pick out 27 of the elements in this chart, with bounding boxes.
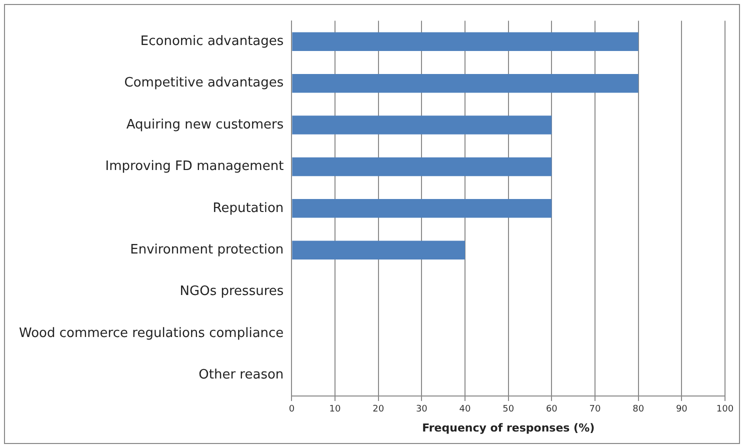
x-tick-label: 90	[676, 404, 688, 415]
y-tick-label: Other reason	[198, 368, 284, 383]
bar	[292, 74, 638, 93]
y-tick-label: NGOs pressures	[180, 284, 284, 300]
x-tick-label: 70	[589, 404, 601, 415]
x-tick-label: 60	[546, 404, 558, 415]
bar	[292, 157, 552, 176]
y-tick-label: Wood commerce regulations compliance	[19, 326, 284, 341]
x-tick-label: 80	[632, 404, 644, 415]
bar	[292, 32, 638, 52]
y-tick-label: Environment protection	[130, 242, 284, 258]
bar	[292, 199, 552, 218]
y-tick-label: Aquiring new customers	[126, 117, 284, 132]
x-tick-label: 20	[372, 404, 384, 415]
x-tick-label: 30	[416, 404, 428, 415]
x-tick-label: 100	[716, 404, 734, 415]
bar	[292, 240, 466, 260]
x-tick-label: 50	[502, 404, 514, 415]
x-axis-title: Frequency of responses (%)	[422, 421, 595, 434]
y-tick-label: Improving FD management	[105, 159, 284, 174]
y-tick-label: Reputation	[212, 200, 284, 216]
x-tick-label: 40	[459, 404, 472, 415]
y-tick-label: Competitive advantages	[124, 76, 284, 91]
bar	[292, 116, 552, 134]
x-tick-label: 0	[288, 404, 295, 415]
x-tick-label: 10	[329, 404, 342, 415]
y-tick-label: Economic advantages	[140, 34, 284, 50]
